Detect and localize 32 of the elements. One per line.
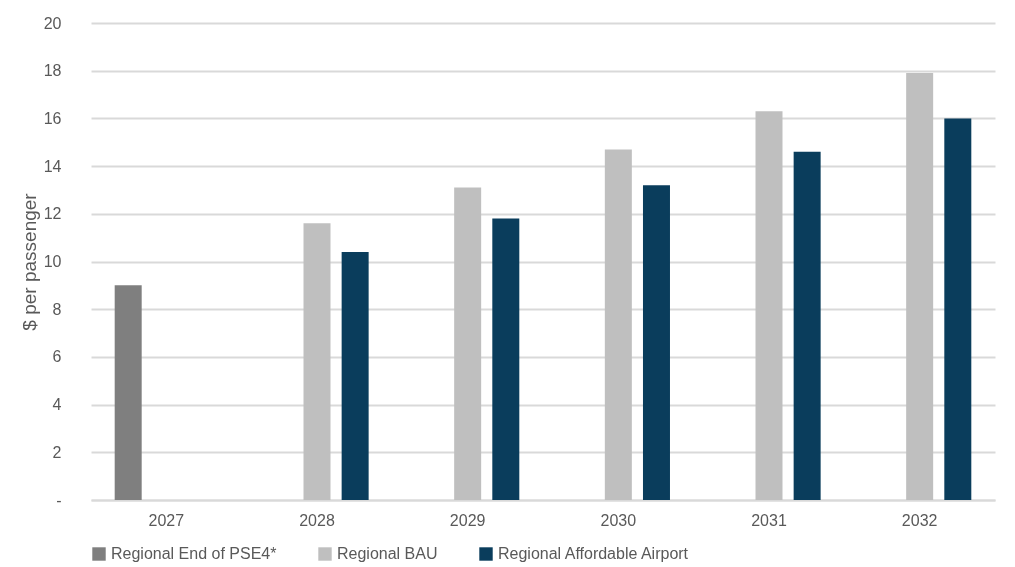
bar <box>303 223 331 500</box>
legend-label: Regional End of PSE4* <box>111 545 277 562</box>
bar <box>604 149 632 500</box>
y-tick-label: 12 <box>43 205 62 223</box>
y-tick-label: 14 <box>43 157 62 175</box>
x-tick-label: 2032 <box>901 511 938 529</box>
y-axis-title: $ per passenger <box>18 192 40 331</box>
y-tick-label: 18 <box>43 62 62 80</box>
y-tick-label: 2 <box>52 443 62 461</box>
x-tick-label: 2028 <box>299 511 335 529</box>
x-tick-label: 2027 <box>148 511 185 529</box>
y-tick-label: 16 <box>43 109 62 127</box>
legend-label: Regional BAU <box>337 545 438 562</box>
y-tick-label: 8 <box>52 300 62 318</box>
x-tick-label: 2031 <box>751 511 787 529</box>
y-tick-label: 10 <box>43 253 62 270</box>
y-tick-label: 4 <box>52 396 62 414</box>
x-tick-label: 2030 <box>600 511 637 529</box>
bar <box>642 185 670 500</box>
y-tick-label: 20 <box>43 14 62 32</box>
bar <box>755 111 783 500</box>
legend-label: Regional Affordable Airport <box>498 545 689 562</box>
bar <box>492 218 520 500</box>
bar <box>906 73 934 500</box>
bar <box>341 251 369 500</box>
y-tick-label: - <box>56 491 62 509</box>
bar <box>944 118 972 500</box>
bar <box>114 285 142 500</box>
y-tick-label: 6 <box>52 348 62 366</box>
bar <box>454 187 482 500</box>
x-tick-label: 2029 <box>449 511 486 529</box>
bar <box>793 151 821 500</box>
